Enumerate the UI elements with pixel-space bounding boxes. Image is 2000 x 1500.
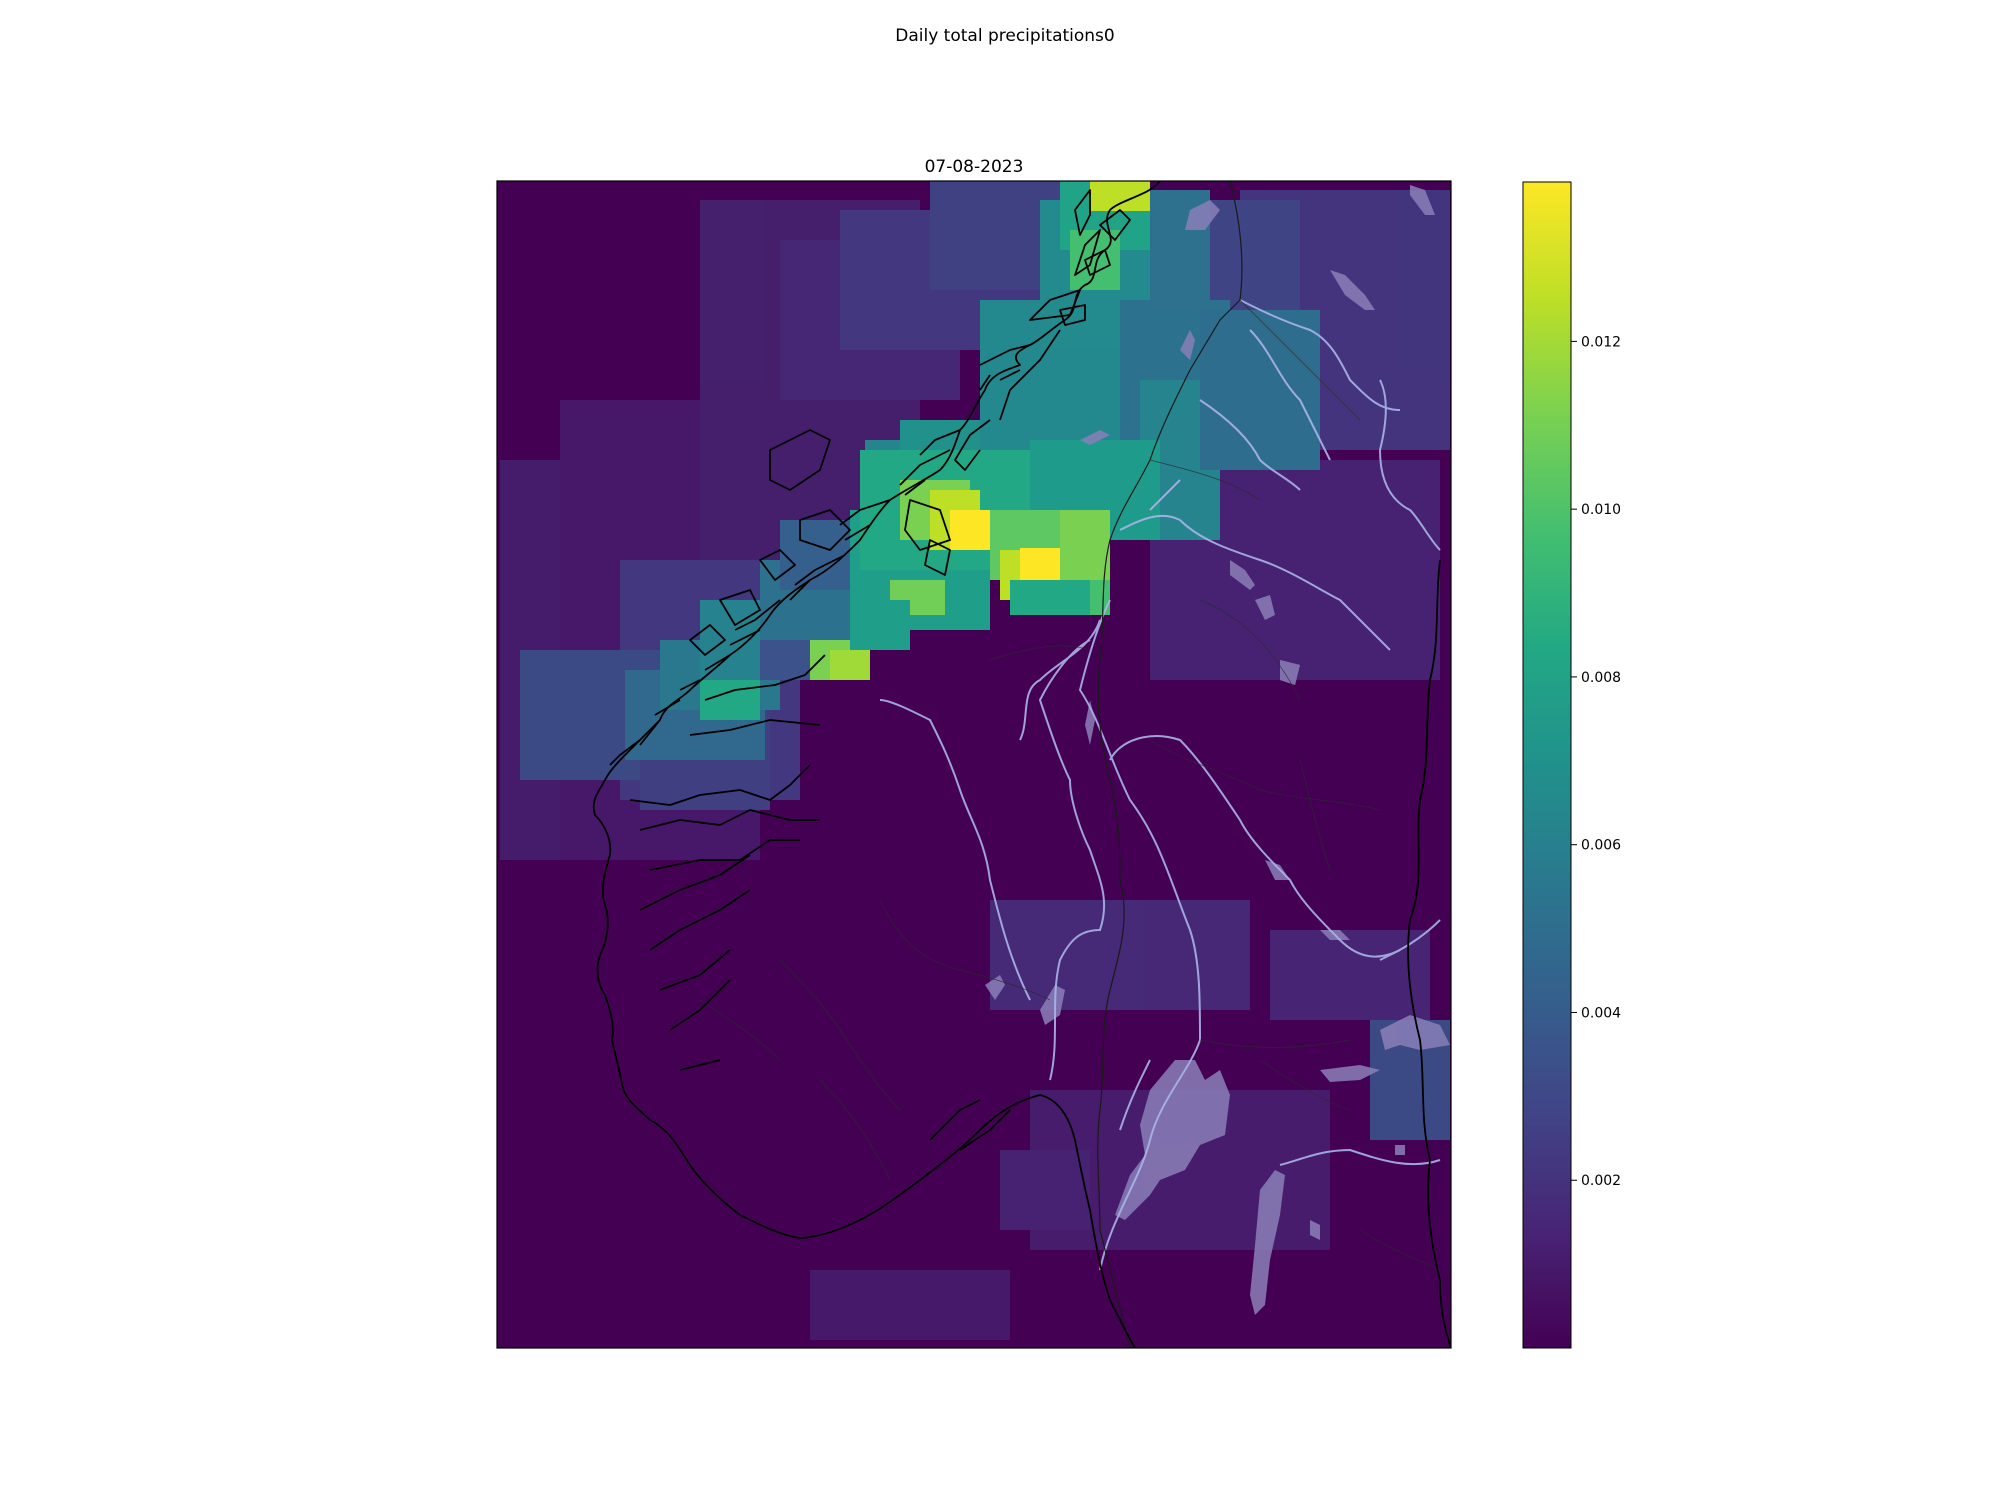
colorbar-tick-label: 0.012: [1581, 334, 1621, 350]
map-axes: [497, 181, 1451, 1348]
colorbar-tick-label: 0.010: [1581, 502, 1621, 518]
colorbar-gradient: [1523, 182, 1571, 1348]
borders: [1097, 181, 1243, 1348]
colorbar-ticks: 0.002 0.004 0.006 0.008 0.010 0.012: [1571, 334, 1621, 1189]
map-title: 07-08-2023: [924, 157, 1024, 177]
colorbar-tick-label: 0.008: [1581, 670, 1621, 686]
figure-suptitle: Daily total precipitations0: [895, 26, 1115, 46]
county-borders: [699, 299, 1441, 1271]
colorbar-tick-label: 0.004: [1581, 1005, 1621, 1021]
colorbar-frame: [1522, 181, 1572, 1349]
colorbar-tick-label: 0.006: [1581, 838, 1621, 854]
coastline: [592, 181, 1451, 1348]
precipitation-field: [500, 181, 1450, 1340]
rivers: [879, 299, 1441, 1271]
colorbar-tick-label: 0.002: [1581, 1173, 1621, 1189]
map-frame: [496, 180, 1452, 1349]
colorbar: 0.002 0.004 0.006 0.008 0.010 0.012: [1522, 181, 1621, 1349]
